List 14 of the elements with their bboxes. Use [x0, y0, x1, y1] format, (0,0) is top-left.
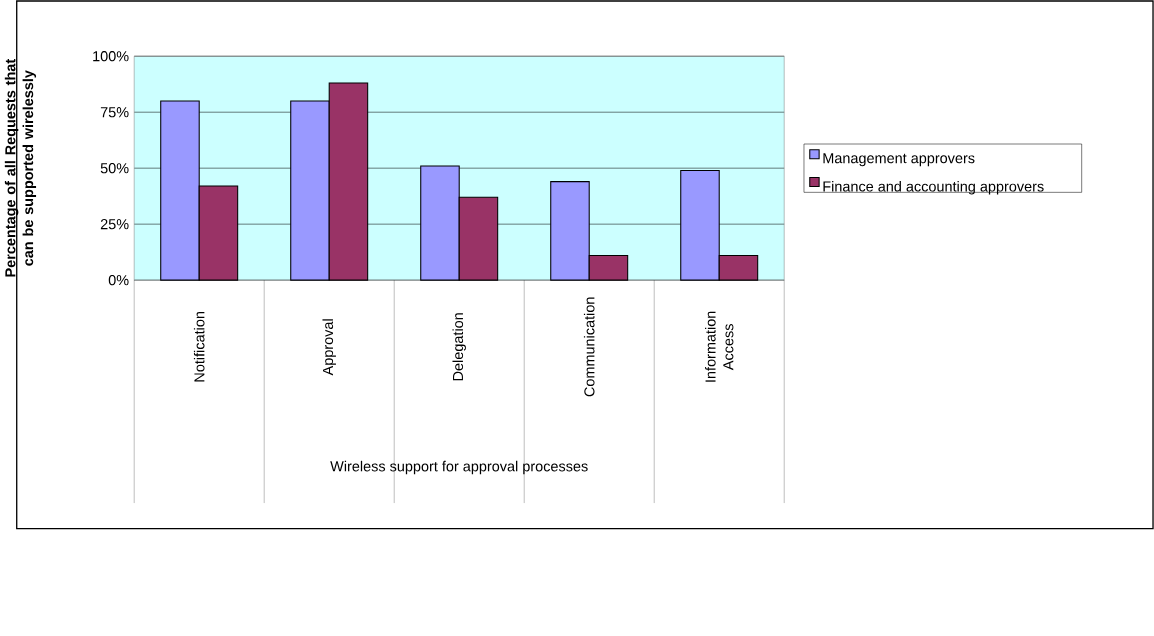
x-axis-title: Wireless support for approval processes	[330, 460, 588, 475]
x-tick-label: Delegation	[452, 313, 466, 381]
x-tick-label: Approval	[322, 319, 336, 376]
y-tick-label: 0%	[108, 274, 129, 286]
y-tick-label: 50%	[100, 162, 129, 174]
y-tick-label: 25%	[100, 218, 129, 230]
x-tick-label: Notification	[193, 311, 205, 382]
y-axis-title: Percentage of all Requests that can be supported wirelessly	[4, 58, 37, 277]
y-tick-label: 75%	[100, 106, 129, 118]
legend-label: Management approvers	[823, 153, 975, 167]
legend-label: Finance and accounting approvers	[823, 180, 1044, 195]
x-tick-label: Communication	[583, 297, 595, 397]
x-tick-label: Information Access	[705, 311, 734, 382]
y-tick-label: 100%	[93, 50, 129, 62]
